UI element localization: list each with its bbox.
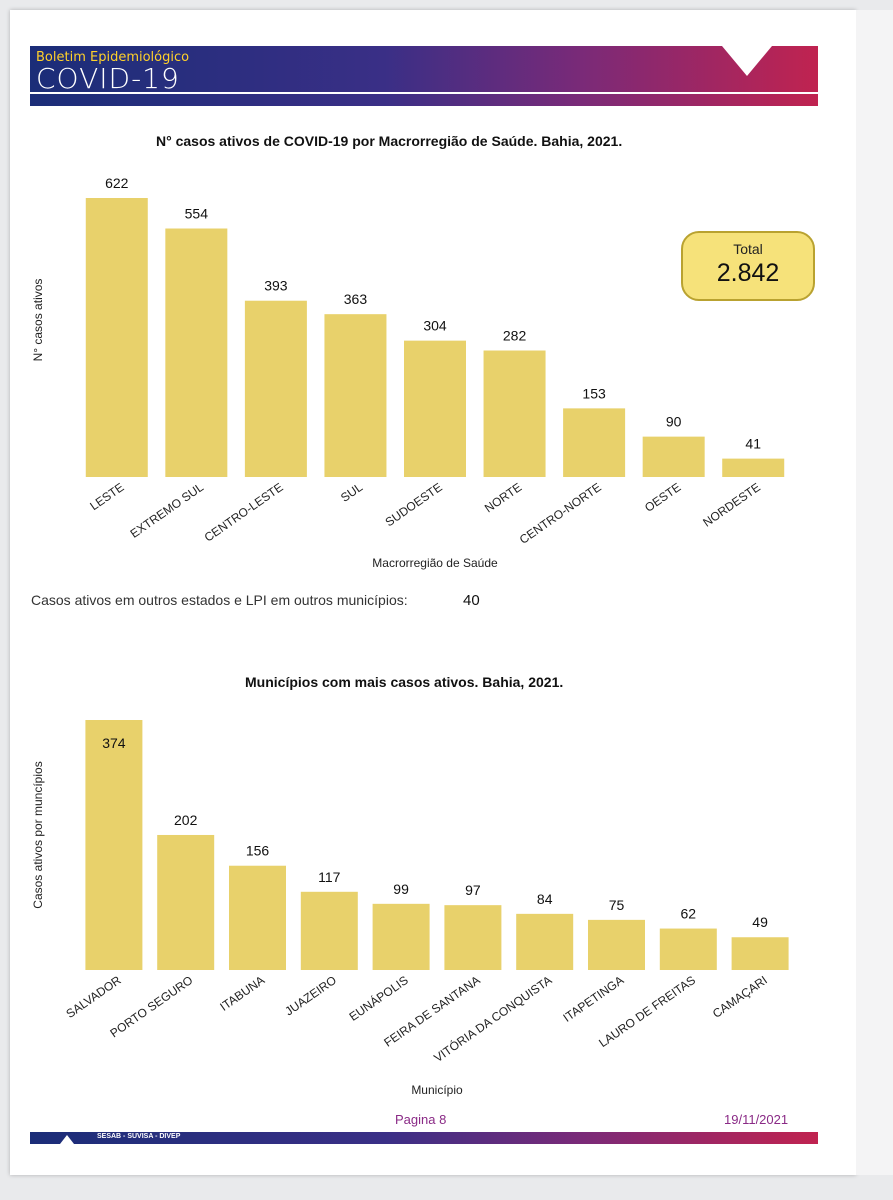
data-label: 75 <box>609 897 625 913</box>
header-notch-icon <box>722 46 772 76</box>
category-tick-label: ITABUNA <box>217 973 267 1014</box>
bar-eun-polis <box>372 903 430 970</box>
bar-sudoeste <box>404 340 466 477</box>
data-label: 41 <box>745 436 761 452</box>
report-date: 19/11/2021 <box>724 1112 789 1127</box>
category-tick-label: VITÓRIA DA CONQUISTA <box>431 972 555 1065</box>
y-axis-label: Casos ativos por muncípios <box>31 761 45 908</box>
category-tick-label: SALVADOR <box>64 973 124 1021</box>
bar-vit-ria-da-conquista <box>516 913 574 970</box>
category-tick-label: CAMAÇARI <box>710 973 770 1021</box>
data-label: 202 <box>174 812 198 828</box>
bar-porto-seguro <box>157 834 215 970</box>
total-value: 2.842 <box>716 259 780 287</box>
page-number: Pagina 8 <box>395 1112 447 1127</box>
x-axis-label: Município <box>411 1083 463 1097</box>
chart2-title: Municípios com mais casos ativos. Bahia,… <box>245 674 564 690</box>
bar-centro-norte <box>563 408 626 477</box>
chart1-title: N° casos ativos de COVID-19 por Macrorre… <box>156 133 623 149</box>
data-label: 97 <box>465 882 481 898</box>
bar-norte <box>483 350 546 477</box>
category-tick-label: JUAZEIRO <box>282 973 339 1019</box>
data-label: 90 <box>666 414 682 430</box>
footer-org: SESAB - SUVISA - DIVEP <box>97 1133 181 1140</box>
bar-lauro-de-freitas <box>659 928 717 970</box>
other-states-value: 40 <box>463 592 480 609</box>
bar-oeste <box>642 436 705 477</box>
footer-stripe <box>30 1132 818 1144</box>
other-states-note: Casos ativos em outros estados e LPI em … <box>31 592 408 608</box>
brand-subtitle: Boletim Epidemiológico <box>36 50 190 65</box>
total-label: Total <box>733 241 763 257</box>
bar-itabuna <box>229 865 286 970</box>
bar-cama-ari <box>731 937 789 970</box>
data-label: 99 <box>393 881 409 897</box>
data-label: 117 <box>318 869 341 885</box>
data-label: 393 <box>264 278 288 294</box>
bar-itapetinga <box>588 919 645 970</box>
data-label: 374 <box>102 735 126 751</box>
data-label: 84 <box>537 891 553 907</box>
page-margin <box>856 10 893 1175</box>
bar-juazeiro <box>300 891 358 970</box>
data-label: 62 <box>681 906 697 922</box>
bar-centro-leste <box>244 300 307 477</box>
bar-feira-de-santana <box>444 905 502 970</box>
bar-nordeste <box>722 458 785 477</box>
data-label: 153 <box>582 385 606 401</box>
data-label: 304 <box>423 318 447 334</box>
data-label: 156 <box>246 843 270 859</box>
total-card: Total 2.842 <box>681 231 815 301</box>
data-label: 282 <box>503 328 527 344</box>
report-page <box>10 10 856 1175</box>
brand-title: COVID-19 <box>36 62 180 95</box>
bar-extremo-sul <box>165 228 228 477</box>
category-tick-label: EUNÁPOLIS <box>346 972 411 1024</box>
bar-sul <box>324 314 387 477</box>
header-banner <box>30 46 818 92</box>
bar-salvador <box>85 720 143 970</box>
data-label: 622 <box>105 175 129 191</box>
data-label: 363 <box>344 291 368 307</box>
category-tick-label: ITAPETINGA <box>560 973 626 1025</box>
footer-triangle-icon <box>60 1135 74 1144</box>
y-axis-label: N° casos ativos <box>31 279 45 362</box>
header-divider <box>30 92 818 94</box>
x-axis-label: Macrorregião de Saúde <box>372 556 498 570</box>
data-label: 49 <box>752 914 768 930</box>
data-label: 554 <box>185 206 209 222</box>
header-stripe <box>30 94 818 106</box>
bar-leste <box>85 198 148 477</box>
